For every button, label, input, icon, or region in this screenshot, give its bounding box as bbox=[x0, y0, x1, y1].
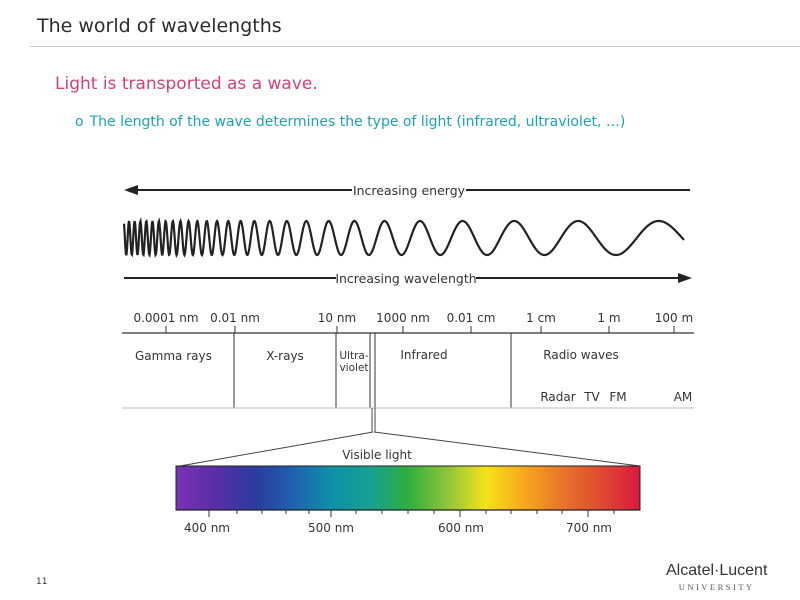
energy-label: Increasing energy bbox=[353, 183, 466, 198]
visible-spectrum-bar bbox=[175, 465, 641, 511]
wavelength-arrowhead bbox=[678, 273, 692, 283]
band-ultraviolet-2: violet bbox=[339, 362, 368, 374]
wave-curve bbox=[122, 217, 685, 259]
band-fm: FM bbox=[609, 390, 626, 404]
visible-tick-label-2: 600 nm bbox=[438, 521, 484, 535]
visible-tick-label-1: 500 nm bbox=[308, 521, 354, 535]
band-ultraviolet-1: Ultra- bbox=[339, 350, 368, 362]
zoom-line-right bbox=[373, 431, 641, 467]
scale-label-2: 10 nm bbox=[318, 311, 356, 325]
band-labels: Gamma rays X-rays Ultra- violet Infrared… bbox=[135, 348, 692, 404]
bullet-sub: o The length of the wave determines the t… bbox=[75, 114, 625, 130]
band-gamma: Gamma rays bbox=[135, 349, 212, 363]
bullet-sub-marker: o bbox=[75, 114, 84, 130]
logo-wordmark: Alcatel·Lucent bbox=[666, 562, 768, 579]
title-divider bbox=[30, 46, 800, 47]
slide-title: The world of wavelengths bbox=[37, 15, 282, 37]
band-dividers bbox=[122, 333, 694, 409]
bullet-main: Light is transported as a wave. bbox=[55, 74, 318, 94]
scale-axis bbox=[122, 326, 694, 334]
scale-labels: 0.0001 nm 0.01 nm 10 nm 1000 nm 0.01 cm … bbox=[133, 311, 693, 325]
scale-label-6: 1 m bbox=[597, 311, 620, 325]
visible-tick-labels: 400 nm 500 nm 600 nm 700 nm bbox=[184, 521, 612, 535]
scale-label-3: 1000 nm bbox=[376, 311, 430, 325]
band-infrared: Infrared bbox=[400, 348, 447, 362]
band-tv: TV bbox=[583, 390, 600, 404]
visible-light-label: Visible light bbox=[342, 448, 412, 462]
energy-arrow: Increasing energy bbox=[124, 183, 690, 198]
scale-label-0: 0.0001 nm bbox=[133, 311, 198, 325]
visible-tick-label-0: 400 nm bbox=[184, 521, 230, 535]
scale-label-4: 0.01 cm bbox=[447, 311, 496, 325]
visible-tick-label-3: 700 nm bbox=[566, 521, 612, 535]
band-radio: Radio waves bbox=[543, 348, 618, 362]
band-radar: Radar bbox=[540, 390, 575, 404]
bullet-sub-text: The length of the wave determines the ty… bbox=[89, 114, 626, 130]
company-logo: Alcatel·Lucent UNIVERSITY bbox=[666, 562, 767, 592]
visible-zoom-lines bbox=[179, 408, 641, 467]
logo-subtitle: UNIVERSITY bbox=[678, 582, 755, 592]
scale-label-7: 100 m bbox=[655, 311, 693, 325]
energy-arrowhead bbox=[124, 185, 138, 195]
scale-label-5: 1 cm bbox=[526, 311, 556, 325]
wavelength-arrow: Increasing wavelength bbox=[124, 271, 692, 286]
wavelength-label: Increasing wavelength bbox=[335, 271, 476, 286]
band-xrays: X-rays bbox=[266, 349, 304, 363]
visible-ticks bbox=[208, 510, 615, 517]
scale-label-1: 0.01 nm bbox=[210, 311, 260, 325]
page-number: 11 bbox=[36, 577, 48, 587]
band-am: AM bbox=[674, 390, 693, 404]
zoom-line-left bbox=[179, 431, 374, 467]
